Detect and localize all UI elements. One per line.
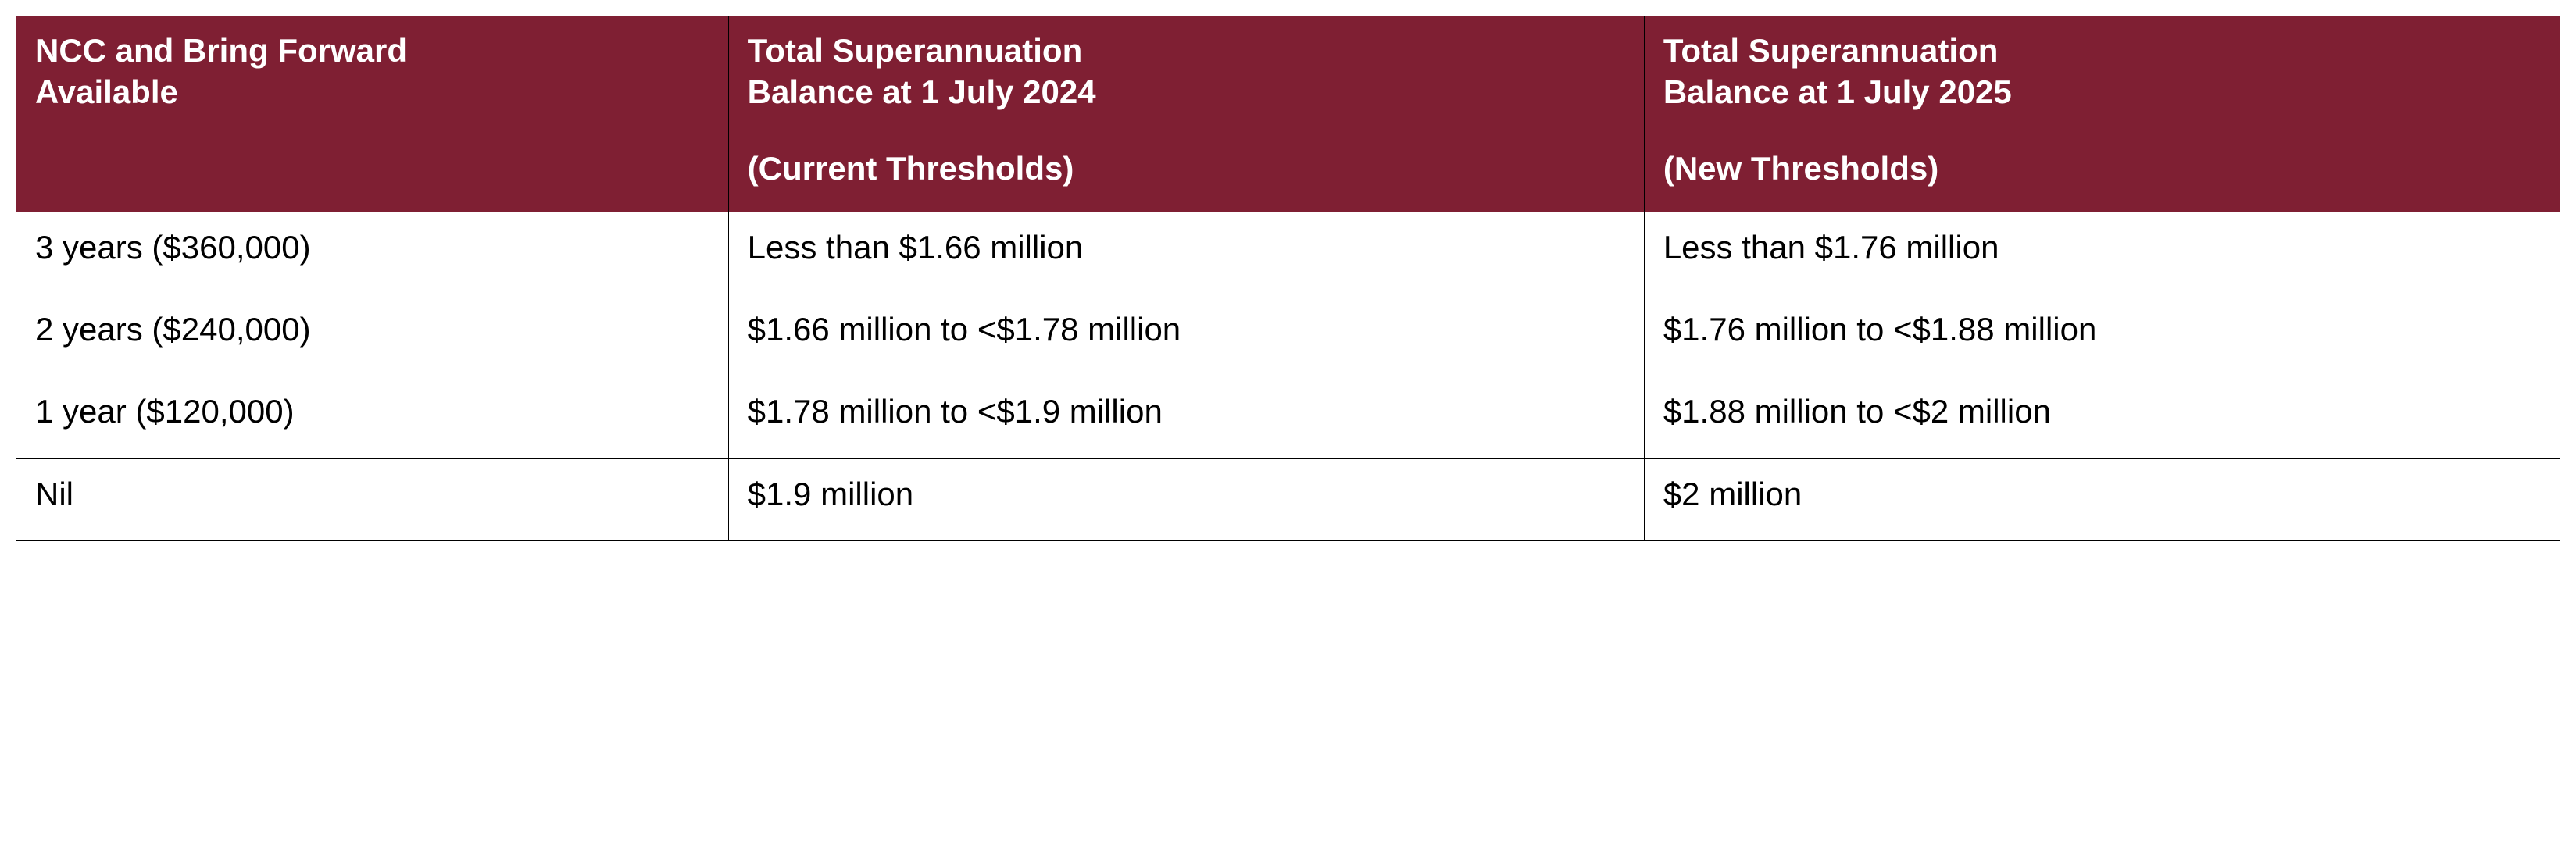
table-body: 3 years ($360,000) Less than $1.66 milli… [16, 212, 2560, 541]
cell: Less than $1.76 million [1644, 212, 2560, 294]
header-text: (Current Thresholds) [748, 148, 1625, 190]
cell: 3 years ($360,000) [16, 212, 729, 294]
cell: $1.76 million to <$1.88 million [1644, 294, 2560, 376]
table-row: 2 years ($240,000) $1.66 million to <$1.… [16, 294, 2560, 376]
header-cell-1: Total Superannuation Balance at 1 July 2… [728, 16, 1644, 212]
header-text: Total Superannuation [1663, 30, 2541, 72]
threshold-table-container: NCC and Bring Forward Available Total Su… [16, 16, 2560, 541]
cell: $2 million [1644, 458, 2560, 540]
header-text: NCC and Bring Forward [35, 30, 709, 72]
header-text: (New Thresholds) [1663, 148, 2541, 190]
threshold-table: NCC and Bring Forward Available Total Su… [16, 16, 2560, 541]
cell: 1 year ($120,000) [16, 376, 729, 458]
cell: $1.78 million to <$1.9 million [728, 376, 1644, 458]
cell: Less than $1.66 million [728, 212, 1644, 294]
cell: 2 years ($240,000) [16, 294, 729, 376]
header-gap [1663, 112, 2541, 148]
header-text: Balance at 1 July 2025 [1663, 72, 2541, 113]
header-text: Balance at 1 July 2024 [748, 72, 1625, 113]
header-gap [35, 112, 709, 148]
cell: $1.66 million to <$1.78 million [728, 294, 1644, 376]
table-row: Nil $1.9 million $2 million [16, 458, 2560, 540]
header-text: Available [35, 72, 709, 113]
table-head: NCC and Bring Forward Available Total Su… [16, 16, 2560, 212]
cell: $1.9 million [728, 458, 1644, 540]
cell: $1.88 million to <$2 million [1644, 376, 2560, 458]
header-row: NCC and Bring Forward Available Total Su… [16, 16, 2560, 212]
cell: Nil [16, 458, 729, 540]
table-row: 1 year ($120,000) $1.78 million to <$1.9… [16, 376, 2560, 458]
header-gap [748, 112, 1625, 148]
header-cell-0: NCC and Bring Forward Available [16, 16, 729, 212]
table-row: 3 years ($360,000) Less than $1.66 milli… [16, 212, 2560, 294]
header-text: Total Superannuation [748, 30, 1625, 72]
header-cell-2: Total Superannuation Balance at 1 July 2… [1644, 16, 2560, 212]
